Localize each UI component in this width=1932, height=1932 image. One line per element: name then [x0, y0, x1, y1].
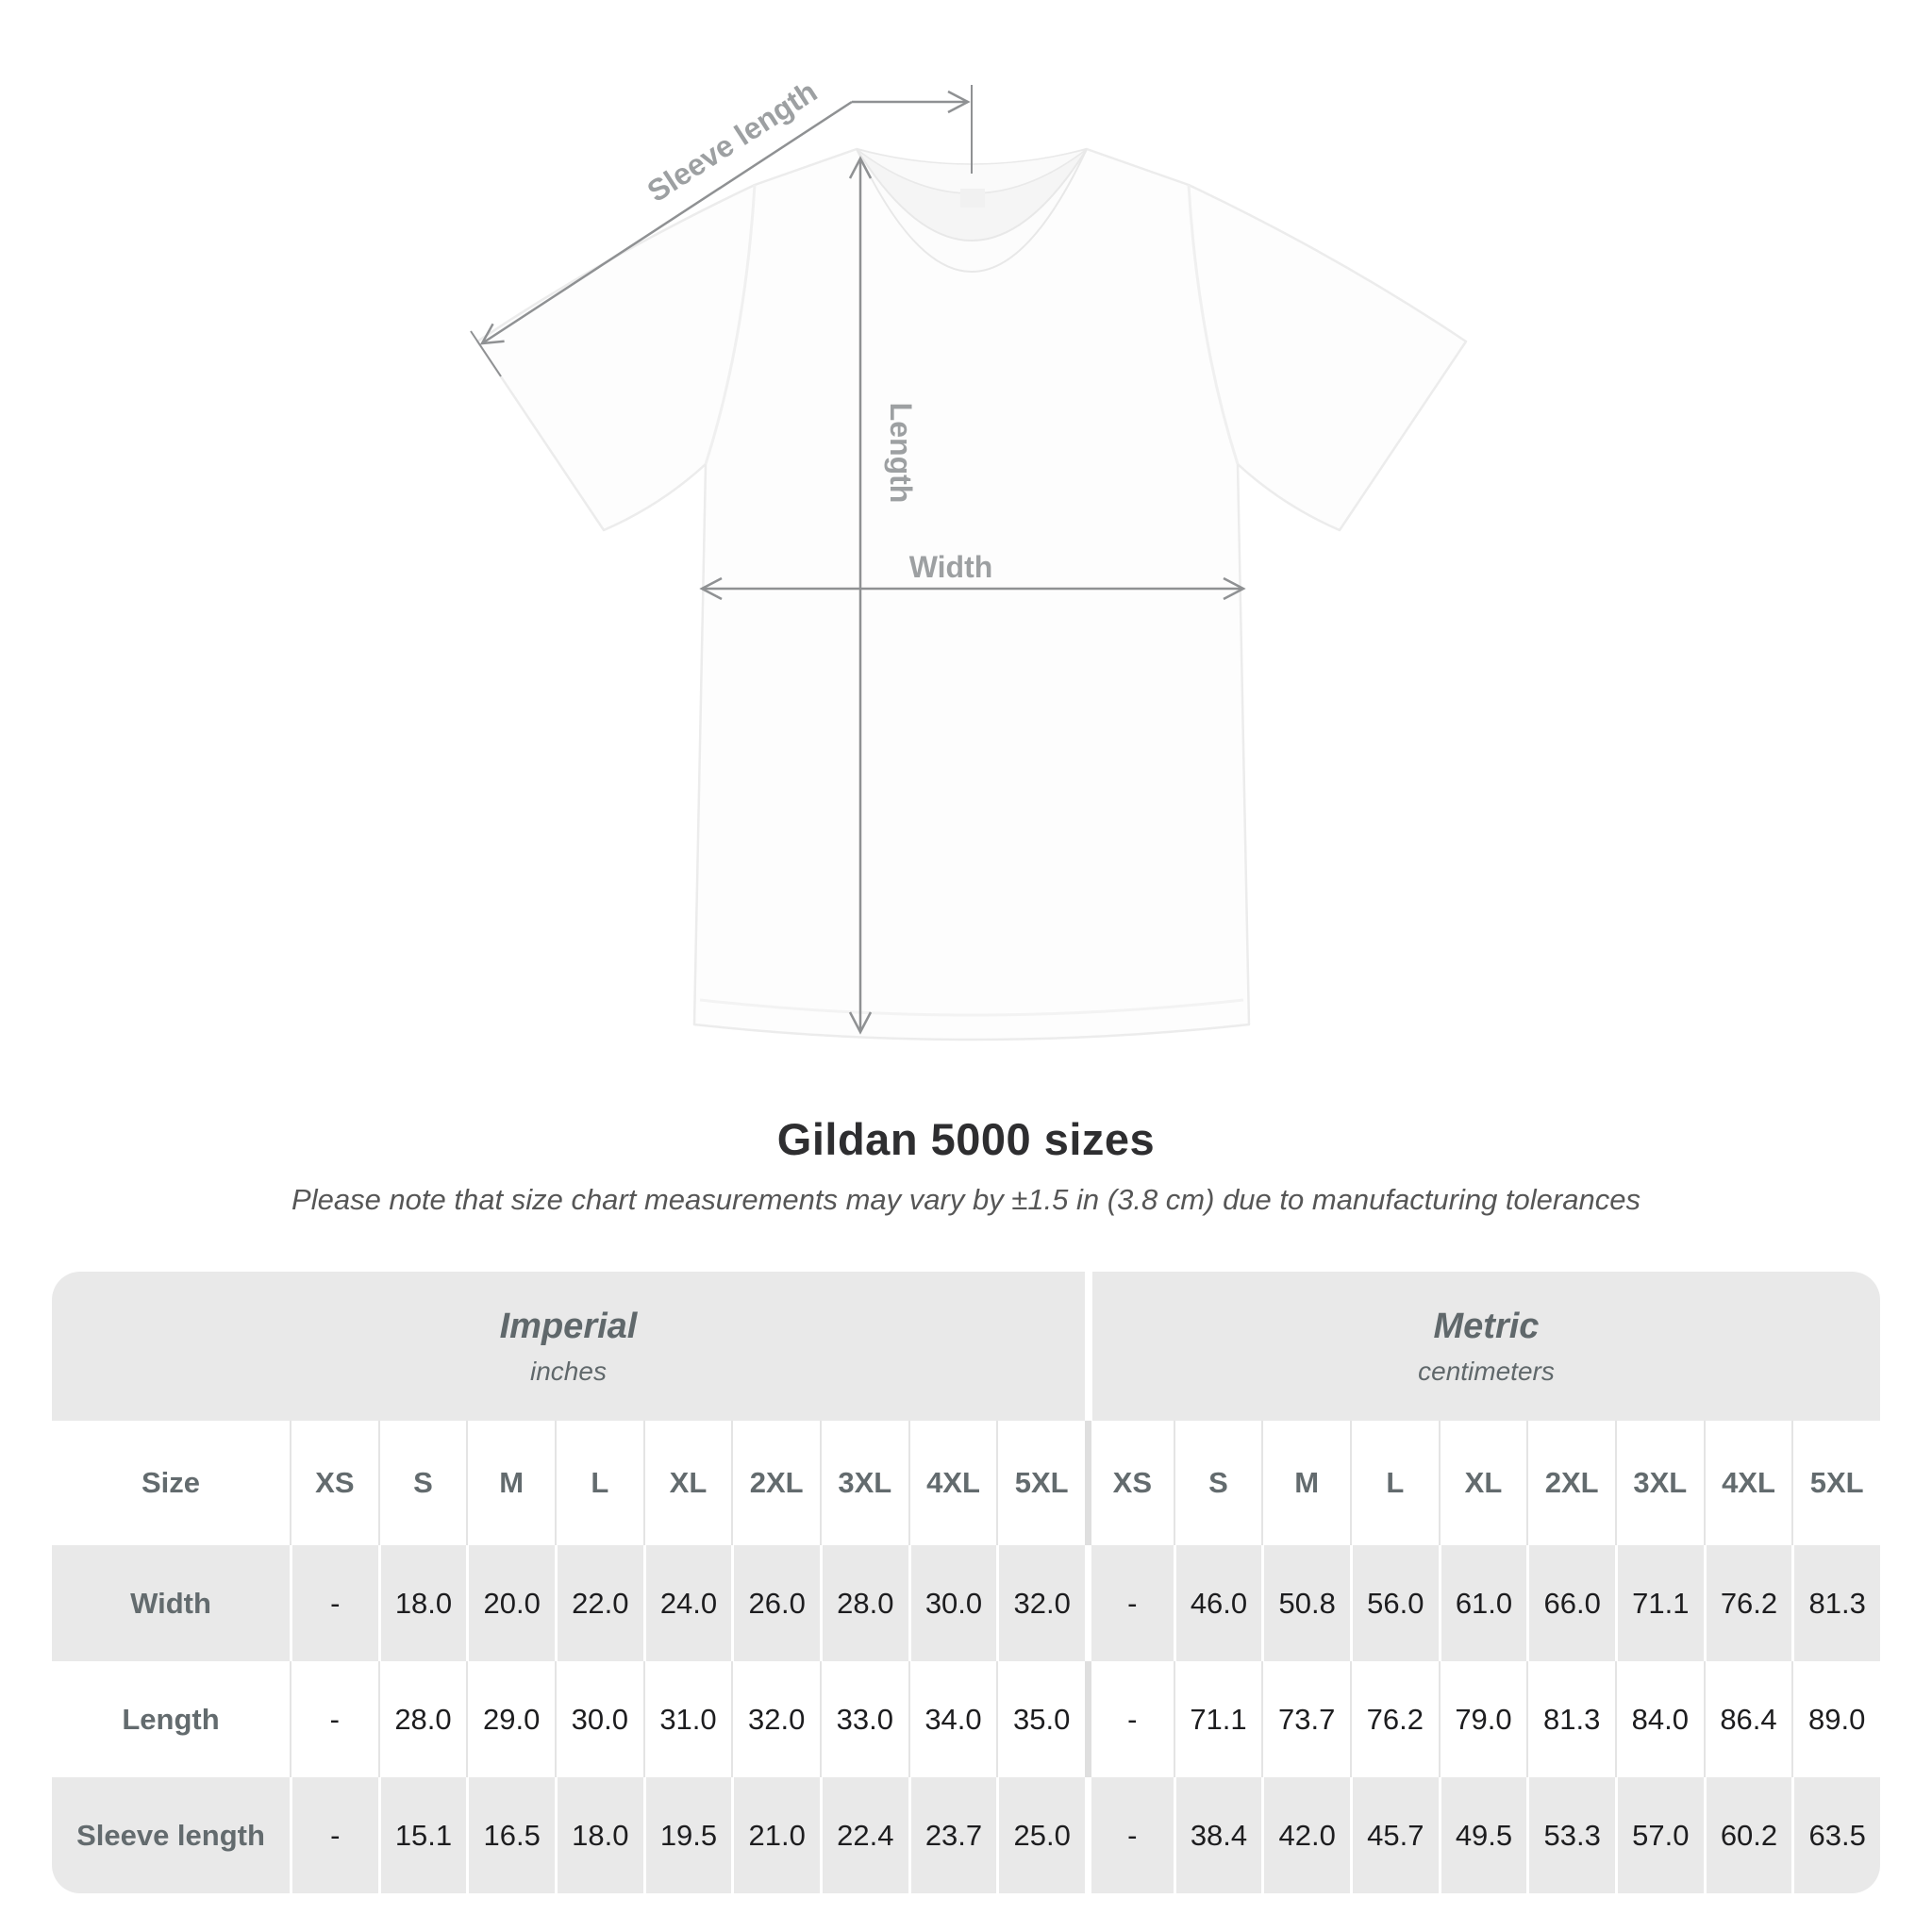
cell-width-metric-5xl: 81.3 [1791, 1545, 1880, 1661]
group-unit-metric: centimeters [1418, 1356, 1555, 1386]
length-label: Length [884, 403, 918, 504]
col-header-imperial-4xl: 4XL [908, 1421, 997, 1545]
cell-sleeve-imperial-xs: - [290, 1777, 378, 1893]
size-col-header: Size [52, 1421, 290, 1545]
cell-sleeve-metric-xs: - [1084, 1777, 1174, 1893]
group-header-metric: Metric centimeters [1084, 1272, 1880, 1421]
cell-width-imperial-4xl: 30.0 [908, 1545, 997, 1661]
cell-width-imperial-5xl: 32.0 [996, 1545, 1085, 1661]
cell-length-metric-m: 73.7 [1261, 1661, 1350, 1777]
col-header-imperial-3xl: 3XL [819, 1421, 908, 1545]
cell-sleeve-imperial-3xl: 22.4 [819, 1777, 908, 1893]
row-label-width: Width [52, 1545, 290, 1661]
group-name-imperial: Imperial [499, 1306, 638, 1346]
cell-length-metric-xs: - [1084, 1661, 1174, 1777]
cell-width-metric-l: 56.0 [1349, 1545, 1439, 1661]
cell-length-imperial-5xl: 35.0 [996, 1661, 1085, 1777]
row-label-sleeve-length: Sleeve length [52, 1777, 290, 1893]
cell-sleeve-metric-3xl: 57.0 [1614, 1777, 1704, 1893]
cell-sleeve-imperial-2xl: 21.0 [731, 1777, 820, 1893]
cell-length-imperial-s: 28.0 [377, 1661, 467, 1777]
col-header-metric-l: L [1349, 1421, 1439, 1545]
cell-length-imperial-m: 29.0 [466, 1661, 555, 1777]
col-header-metric-xl: XL [1438, 1421, 1527, 1545]
cell-sleeve-metric-5xl: 63.5 [1791, 1777, 1880, 1893]
row-label-length: Length [52, 1661, 290, 1777]
cell-length-metric-4xl: 86.4 [1703, 1661, 1792, 1777]
cell-width-imperial-l: 22.0 [554, 1545, 643, 1661]
tolerance-note: Please note that size chart measurements… [291, 1183, 1641, 1216]
col-header-imperial-l: L [554, 1421, 643, 1545]
group-unit-imperial: inches [530, 1356, 607, 1386]
cell-sleeve-imperial-s: 15.1 [377, 1777, 467, 1893]
group-name-metric: Metric [1433, 1306, 1540, 1346]
col-header-imperial-s: S [377, 1421, 467, 1545]
cell-length-metric-xl: 79.0 [1438, 1661, 1527, 1777]
cell-sleeve-metric-s: 38.4 [1173, 1777, 1262, 1893]
group-header-imperial: Imperial inches [52, 1272, 1085, 1421]
cell-width-imperial-s: 18.0 [377, 1545, 467, 1661]
cell-sleeve-imperial-4xl: 23.7 [908, 1777, 997, 1893]
cell-sleeve-imperial-xl: 19.5 [642, 1777, 732, 1893]
cell-length-metric-s: 71.1 [1173, 1661, 1262, 1777]
cell-sleeve-imperial-5xl: 25.0 [996, 1777, 1085, 1893]
cell-width-metric-m: 50.8 [1261, 1545, 1350, 1661]
tshirt-measurement-diagram: Sleeve length Length Width [470, 74, 1468, 1041]
size-table: Imperial inches Metric centimeters Size … [52, 1272, 1880, 1893]
col-header-metric-m: M [1261, 1421, 1350, 1545]
width-label: Width [909, 550, 993, 584]
col-header-metric-xs: XS [1084, 1421, 1174, 1545]
col-header-imperial-m: M [466, 1421, 555, 1545]
cell-sleeve-imperial-l: 18.0 [554, 1777, 643, 1893]
col-header-metric-3xl: 3XL [1614, 1421, 1704, 1545]
cell-width-metric-2xl: 66.0 [1526, 1545, 1615, 1661]
cell-length-metric-5xl: 89.0 [1791, 1661, 1880, 1777]
col-header-metric-4xl: 4XL [1703, 1421, 1792, 1545]
cell-sleeve-metric-xl: 49.5 [1438, 1777, 1527, 1893]
cell-width-metric-xl: 61.0 [1438, 1545, 1527, 1661]
col-header-imperial-2xl: 2XL [731, 1421, 820, 1545]
col-header-metric-5xl: 5XL [1791, 1421, 1880, 1545]
cell-width-imperial-3xl: 28.0 [819, 1545, 908, 1661]
sleeve-edge-tick [470, 330, 502, 377]
cell-length-imperial-l: 30.0 [554, 1661, 643, 1777]
cell-width-imperial-2xl: 26.0 [731, 1545, 820, 1661]
cell-length-metric-l: 76.2 [1349, 1661, 1439, 1777]
sleeve-length-arrow [479, 100, 853, 345]
col-header-metric-s: S [1173, 1421, 1262, 1545]
col-header-imperial-xs: XS [290, 1421, 378, 1545]
neck-tag [960, 189, 985, 208]
col-header-imperial-5xl: 5XL [996, 1421, 1085, 1545]
cell-sleeve-metric-l: 45.7 [1349, 1777, 1439, 1893]
left-armhole-seam [704, 184, 757, 465]
cell-length-metric-3xl: 84.0 [1614, 1661, 1704, 1777]
cell-width-metric-3xl: 71.1 [1614, 1545, 1704, 1661]
col-header-imperial-xl: XL [642, 1421, 732, 1545]
cell-width-metric-4xl: 76.2 [1703, 1545, 1792, 1661]
cell-length-imperial-4xl: 34.0 [908, 1661, 997, 1777]
tshirt-graphic [475, 147, 1468, 1041]
cell-length-metric-2xl: 81.3 [1526, 1661, 1615, 1777]
cell-width-metric-xs: - [1084, 1545, 1174, 1661]
cell-width-imperial-xl: 24.0 [642, 1545, 732, 1661]
cell-sleeve-metric-m: 42.0 [1261, 1777, 1350, 1893]
col-header-metric-2xl: 2XL [1526, 1421, 1615, 1545]
cell-sleeve-imperial-m: 16.5 [466, 1777, 555, 1893]
cell-sleeve-metric-2xl: 53.3 [1526, 1777, 1615, 1893]
page-title: Gildan 5000 sizes [776, 1114, 1156, 1164]
hem-shadow [699, 998, 1244, 1017]
cell-length-imperial-3xl: 33.0 [819, 1661, 908, 1777]
cell-width-imperial-m: 20.0 [466, 1545, 555, 1661]
cell-length-imperial-2xl: 32.0 [731, 1661, 820, 1777]
cell-length-imperial-xl: 31.0 [642, 1661, 732, 1777]
cell-sleeve-metric-4xl: 60.2 [1703, 1777, 1792, 1893]
cell-length-imperial-xs: - [290, 1661, 378, 1777]
right-armhole-seam [1187, 184, 1240, 465]
cell-width-imperial-xs: - [290, 1545, 378, 1661]
cell-width-metric-s: 46.0 [1173, 1545, 1262, 1661]
